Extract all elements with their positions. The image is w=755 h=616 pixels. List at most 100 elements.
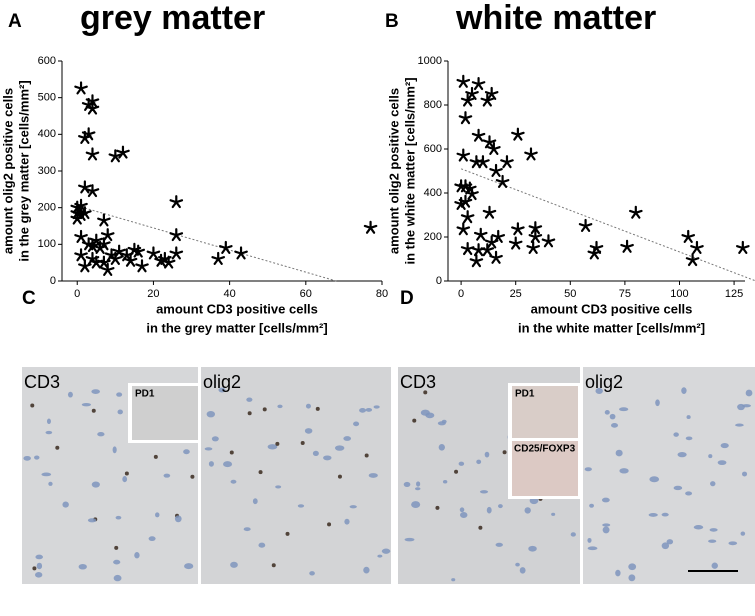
data-point [736,240,750,254]
cell [745,389,753,397]
cell [681,387,687,395]
data-point [363,220,378,234]
cell [673,485,683,491]
cell [454,469,459,474]
cell [275,441,280,446]
cell [742,471,748,477]
cell [285,531,290,536]
cell [381,548,391,554]
cell [87,518,97,523]
cell [677,451,687,458]
cell [183,449,190,455]
cell [442,480,448,484]
cell [519,567,526,574]
data-point [620,239,634,253]
cell [411,501,421,508]
data-point [456,148,471,162]
data-point [460,242,475,256]
cell [686,415,691,420]
data-point [460,93,475,107]
data-point [487,141,501,155]
cell [619,468,629,474]
cell [425,412,435,419]
cell [30,403,35,408]
cell [55,445,60,450]
data-point [104,248,119,262]
y-axis-label: in the grey matter [cells/mm²] [16,80,31,261]
data-point [100,228,115,242]
inset-label: PD1 [135,389,155,400]
data-point [469,254,484,268]
data-point [690,240,704,254]
cell [619,407,629,412]
cell [337,474,342,479]
cell [122,476,128,483]
cell [117,409,123,415]
x-tick-label: 80 [376,288,388,300]
data-point [471,77,486,91]
cell [673,432,679,437]
data-point [508,236,523,250]
cell [710,481,716,487]
data-point [169,228,184,242]
data-point [528,221,543,235]
panel-label: C [22,288,36,309]
image-label: CD3 [400,372,436,392]
data-point [108,149,123,163]
cell [628,563,637,571]
y-tick-label: 400 [424,187,442,199]
cell [304,428,313,434]
cells [23,387,753,582]
cell [604,410,610,415]
image-label: olig2 [203,372,241,392]
data-point [526,240,540,254]
cell [728,541,738,546]
cell [649,476,660,483]
panel-label: A [8,11,22,32]
cell [610,423,619,428]
x-tick-label: 125 [725,288,743,300]
cell [275,485,282,489]
cell [81,402,92,407]
cell [693,525,704,530]
cell [327,522,332,527]
cell [208,461,214,467]
cell [46,418,51,425]
image-label: CD3 [24,372,60,392]
cell [258,542,266,548]
cell [258,470,263,475]
cell [515,562,520,567]
data-point [97,213,111,227]
cell [334,445,345,451]
y-axis-label: in the white matter [cells/mm²] [402,77,417,264]
cell [709,528,718,532]
cell [584,467,592,472]
cell [435,505,440,510]
cell [368,473,378,478]
data-point [495,174,510,188]
panel-label: B [385,11,399,32]
data-point [484,86,499,100]
data-point [131,244,145,258]
data-point [482,205,497,219]
data-point [578,218,593,232]
trend-line [460,168,755,282]
y-tick-label: 0 [50,275,56,287]
cell [23,455,31,461]
cell [230,561,238,568]
cell [163,473,171,478]
cell [155,512,160,518]
cell [97,432,105,437]
cell [708,539,717,543]
data-point [476,155,490,169]
data-point [511,127,525,141]
data-point [456,222,471,236]
data-point [589,240,604,254]
cell [587,546,598,551]
cell [685,491,693,496]
x-axis-label: amount CD3 positive cells [156,301,318,316]
trend-line [77,205,337,282]
y-tick-label: 0 [436,275,442,287]
cell [323,455,332,461]
